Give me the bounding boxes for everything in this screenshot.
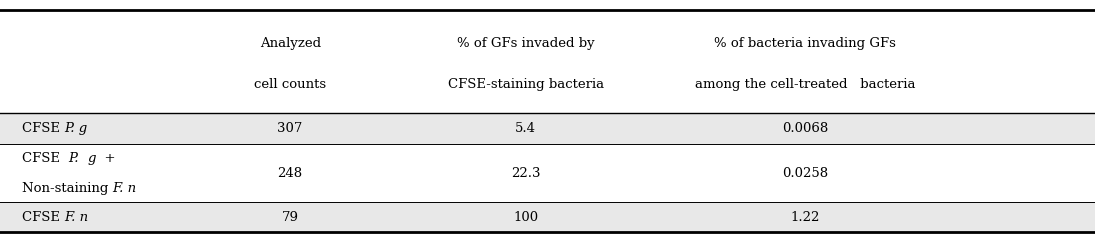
Text: F. n: F. n bbox=[113, 182, 137, 195]
Text: Analyzed: Analyzed bbox=[260, 37, 321, 50]
Text: % of bacteria invading GFs: % of bacteria invading GFs bbox=[714, 37, 896, 50]
Text: 1.22: 1.22 bbox=[791, 211, 819, 224]
Text: cell counts: cell counts bbox=[254, 78, 326, 91]
Text: 307: 307 bbox=[277, 122, 303, 135]
Text: CFSE: CFSE bbox=[22, 211, 65, 224]
Text: CFSE: CFSE bbox=[22, 122, 65, 135]
Text: 0.0258: 0.0258 bbox=[782, 166, 828, 180]
Bar bbox=[0, 113, 1095, 144]
Text: P.: P. bbox=[68, 152, 79, 165]
Text: g: g bbox=[88, 152, 96, 165]
Bar bbox=[0, 202, 1095, 232]
Text: 79: 79 bbox=[281, 211, 299, 224]
Text: CFSE-staining bacteria: CFSE-staining bacteria bbox=[448, 78, 603, 91]
Text: 248: 248 bbox=[278, 166, 302, 180]
Text: P. g: P. g bbox=[65, 122, 88, 135]
Text: 5.4: 5.4 bbox=[515, 122, 537, 135]
Text: among the cell-treated   bacteria: among the cell-treated bacteria bbox=[694, 78, 915, 91]
Text: 100: 100 bbox=[514, 211, 538, 224]
Text: 22.3: 22.3 bbox=[511, 166, 540, 180]
Text: 0.0068: 0.0068 bbox=[782, 122, 828, 135]
Text: Non-staining: Non-staining bbox=[22, 182, 113, 195]
Text: CFSE: CFSE bbox=[22, 152, 68, 165]
Text: +: + bbox=[96, 152, 115, 165]
Text: F. n: F. n bbox=[65, 211, 89, 224]
Text: % of GFs invaded by: % of GFs invaded by bbox=[457, 37, 595, 50]
